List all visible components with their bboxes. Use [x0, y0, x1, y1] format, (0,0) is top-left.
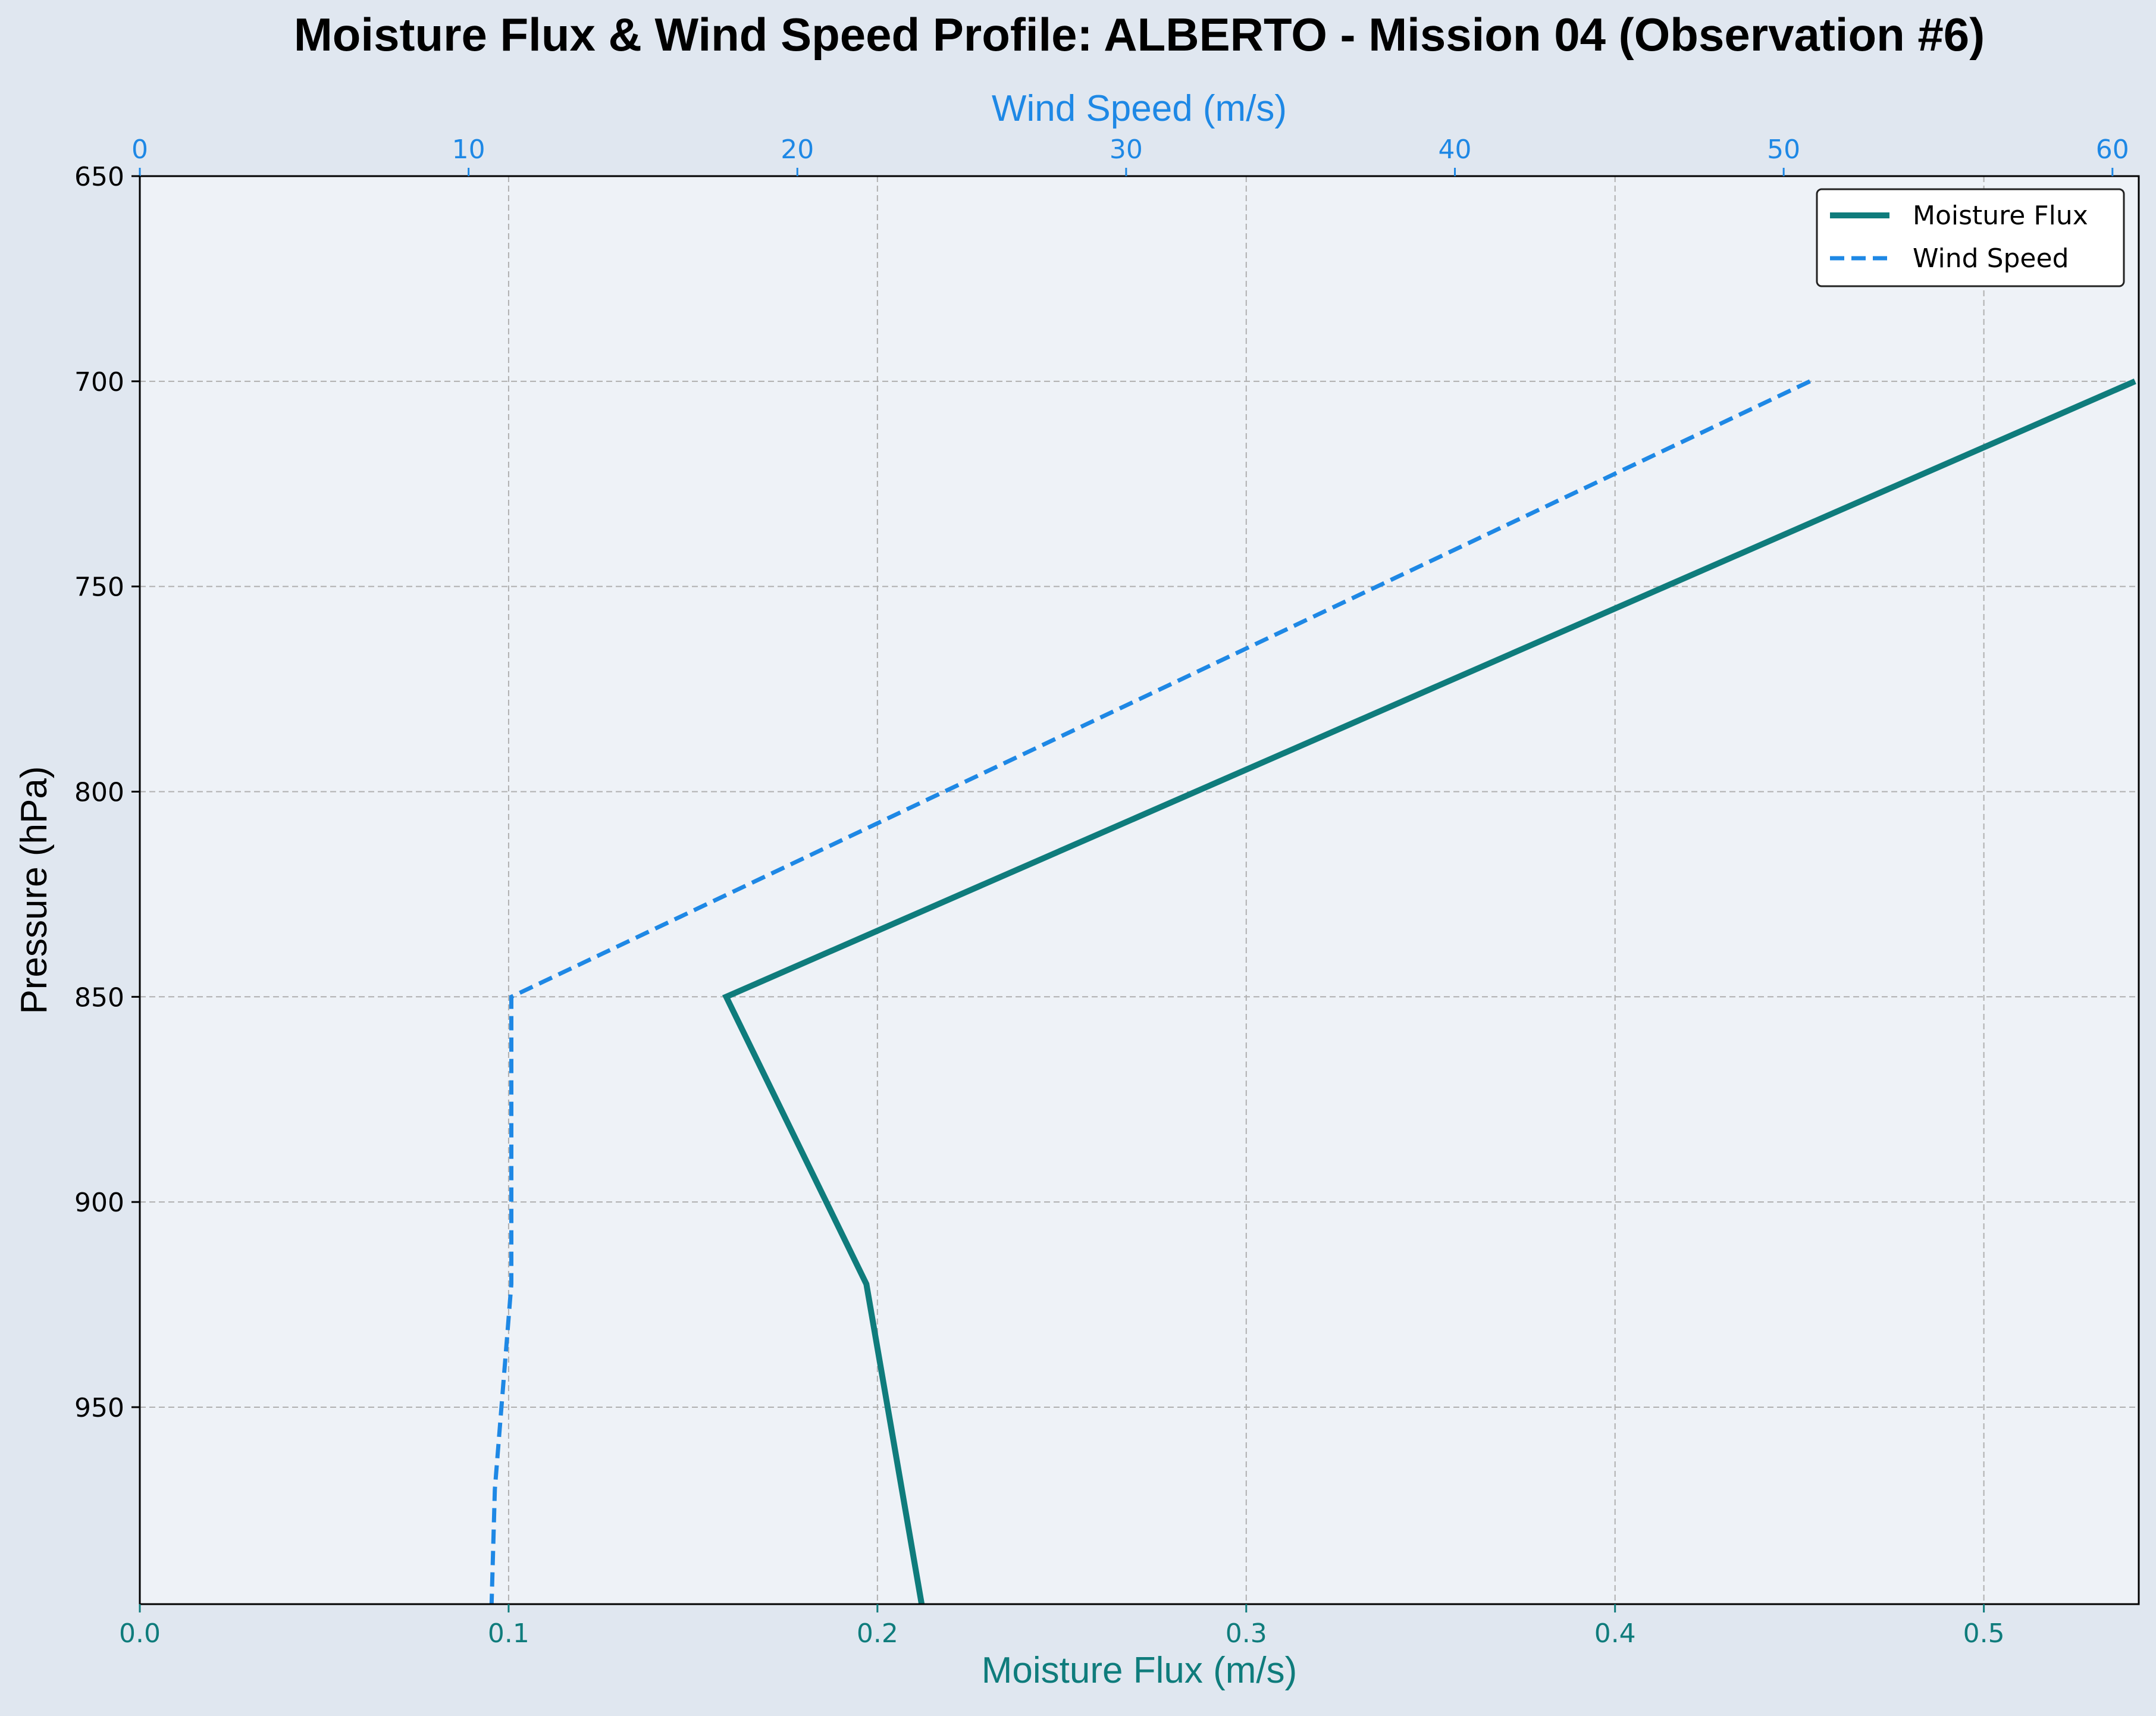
y-tick-label: 900: [74, 1188, 124, 1218]
x-tick-label: 0.5: [1963, 1618, 2005, 1649]
x2-tick-label: 30: [1110, 134, 1143, 165]
grid: [140, 176, 2139, 1604]
y-tick-label: 850: [74, 982, 124, 1013]
series-line-moisture-flux: [722, 378, 2136, 1605]
x-tick-label: 0.0: [119, 1618, 161, 1649]
x2-tick-label: 40: [1439, 134, 1472, 165]
x2-tick-label: 20: [781, 134, 814, 165]
y-tick-label: 650: [74, 162, 124, 192]
legend-label-moisture-flux: Moisture Flux: [1913, 201, 2088, 231]
x2-tick-label: 50: [1767, 134, 1800, 165]
legend-label-wind-speed: Wind Speed: [1913, 243, 2069, 274]
y-tick-label: 800: [74, 777, 124, 807]
series-layer: [489, 378, 2136, 1605]
series-line-wind-speed: [489, 379, 1811, 1605]
legend: Moisture Flux Wind Speed: [1816, 188, 2125, 287]
y-tick-label: 950: [74, 1393, 124, 1423]
y-tick-label: 700: [74, 367, 124, 397]
x-tick-label: 0.4: [1594, 1618, 1636, 1649]
x-tick-label: 0.3: [1226, 1618, 1267, 1649]
chart-title: Moisture Flux & Wind Speed Profile: ALBE…: [294, 8, 1985, 61]
plot-frame: [139, 175, 2140, 1605]
x2-tick-label: 60: [2096, 134, 2129, 165]
x2-tick-label: 10: [452, 134, 485, 165]
plot-area: [140, 176, 2139, 1604]
y-tick-label: 750: [74, 572, 124, 603]
x2-tick-label: 0: [131, 134, 148, 165]
legend-box: [1816, 188, 2125, 287]
x2-axis-label: Wind Speed (m/s): [992, 88, 1287, 129]
x-axis-label: Moisture Flux (m/s): [982, 1650, 1297, 1691]
x-tick-label: 0.2: [857, 1618, 898, 1649]
ticks: 0.0 0.1 0.2 0.3 0.4 0.5 0 10 20 30 40 50 60 650 700 750…: [74, 134, 2129, 1649]
y-axis-label: Pressure (hPa): [14, 766, 55, 1014]
x-tick-label: 0.1: [488, 1618, 529, 1649]
